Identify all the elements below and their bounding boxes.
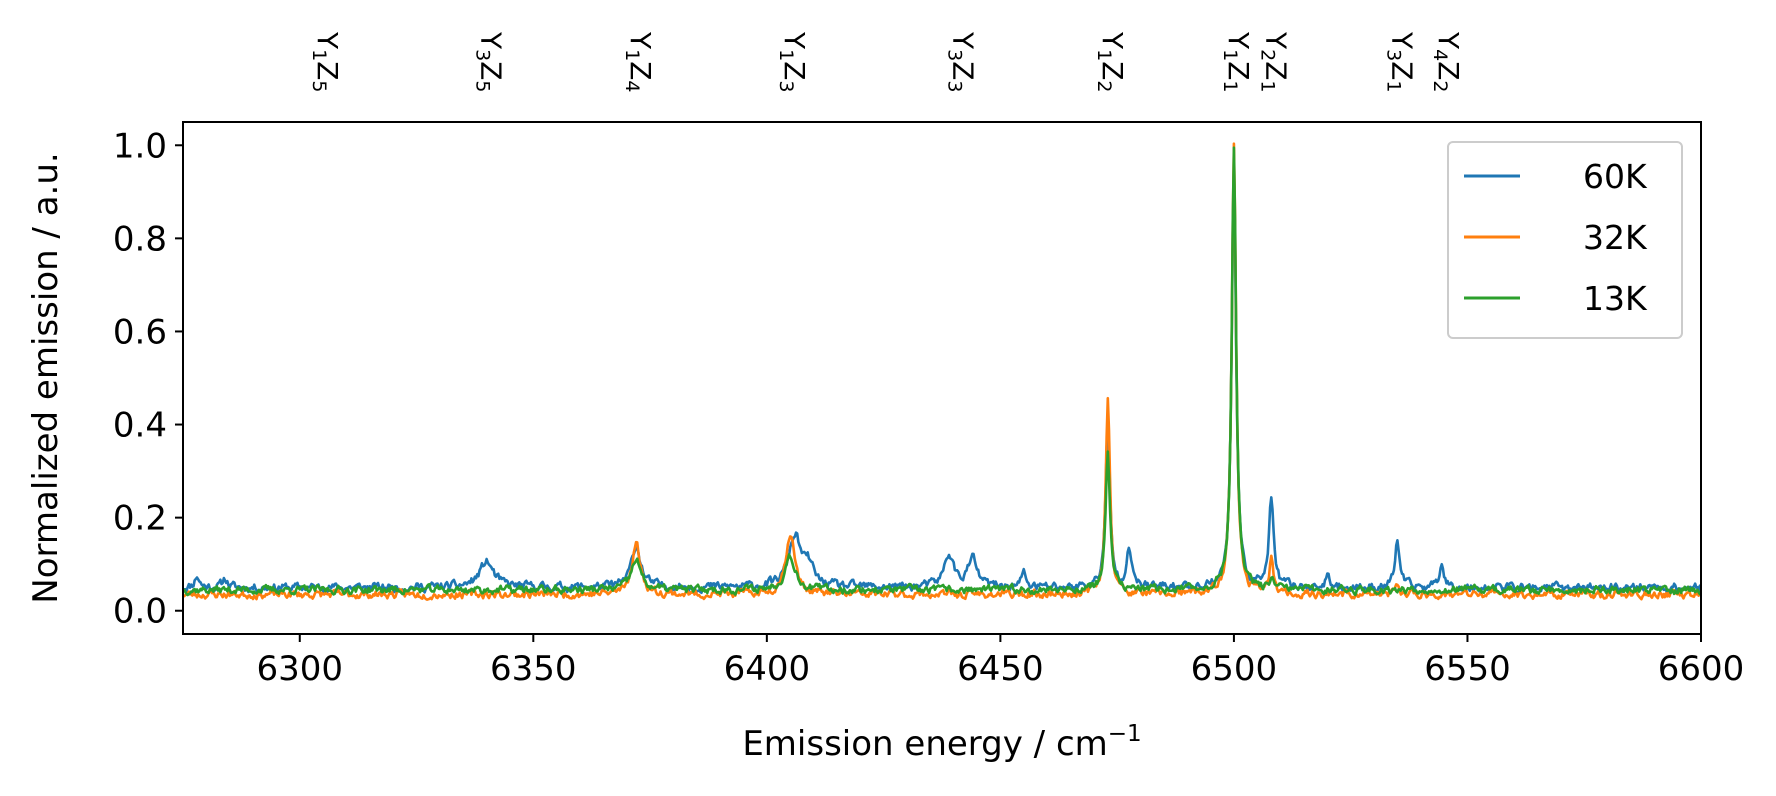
x-tick-label: 6450 bbox=[957, 649, 1044, 689]
x-tick-label: 6500 bbox=[1191, 649, 1278, 689]
x-tick-label: 6400 bbox=[724, 649, 811, 689]
transition-label: Y1Z2 bbox=[1093, 31, 1129, 92]
transition-label: Y3Z1 bbox=[1382, 31, 1418, 92]
x-axis-label: Emission energy / cm−1 bbox=[742, 721, 1141, 764]
y-axis-label: Normalized emission / a.u. bbox=[26, 152, 66, 603]
x-tick-label: 6550 bbox=[1424, 649, 1511, 689]
transition-label: Y4Z2 bbox=[1429, 31, 1465, 92]
x-tick-label: 6600 bbox=[1658, 649, 1745, 689]
transition-label: Y1Z4 bbox=[621, 31, 657, 92]
x-axis-label-superscript: −1 bbox=[1108, 721, 1142, 747]
legend-label-32k: 32K bbox=[1583, 218, 1648, 257]
y-tick-label: 0.2 bbox=[113, 499, 167, 539]
x-tick-label: 6350 bbox=[490, 649, 577, 689]
transition-label: Y1Z1 bbox=[1219, 31, 1255, 92]
legend-frame bbox=[1447, 141, 1683, 339]
y-axis: 0.0 0.2 0.4 0.6 0.8 1.0 bbox=[113, 126, 183, 632]
transition-label: Y1Z5 bbox=[308, 31, 344, 92]
series-layer bbox=[183, 142, 1701, 601]
transition-label: Y3Z5 bbox=[472, 31, 508, 92]
y-tick-label: 0.6 bbox=[113, 312, 167, 352]
x-axis: 6300 6350 6400 6450 6500 6550 6600 bbox=[257, 634, 1745, 689]
legend-label-60k: 60K bbox=[1583, 157, 1648, 196]
y-tick-label: 0.8 bbox=[113, 219, 167, 259]
series-line-13k bbox=[183, 146, 1701, 597]
series-line-60k bbox=[183, 161, 1701, 595]
y-tick-label: 0.0 bbox=[113, 592, 167, 632]
y-tick-label: 0.4 bbox=[113, 406, 167, 446]
y-tick-label: 1.0 bbox=[113, 126, 167, 166]
transition-label: Y1Z3 bbox=[775, 31, 811, 92]
plot-frame bbox=[182, 121, 1702, 635]
x-axis-label-text: Emission energy / cm bbox=[742, 724, 1107, 764]
x-tick-label: 6300 bbox=[257, 649, 344, 689]
legend-label-13k: 13K bbox=[1583, 279, 1648, 318]
transition-label: Y3Z3 bbox=[943, 31, 979, 92]
transition-label: Y2Z1 bbox=[1256, 31, 1292, 92]
legend: 60K 32K 13K bbox=[1447, 141, 1683, 339]
